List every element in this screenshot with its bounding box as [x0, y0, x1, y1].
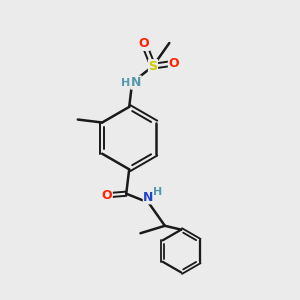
Text: O: O: [102, 189, 112, 202]
Text: S: S: [148, 60, 158, 73]
Text: N: N: [131, 76, 141, 89]
Text: O: O: [139, 38, 149, 50]
Text: N: N: [143, 191, 154, 204]
Text: H: H: [121, 77, 130, 88]
Text: H: H: [153, 187, 163, 197]
Text: O: O: [169, 57, 179, 70]
